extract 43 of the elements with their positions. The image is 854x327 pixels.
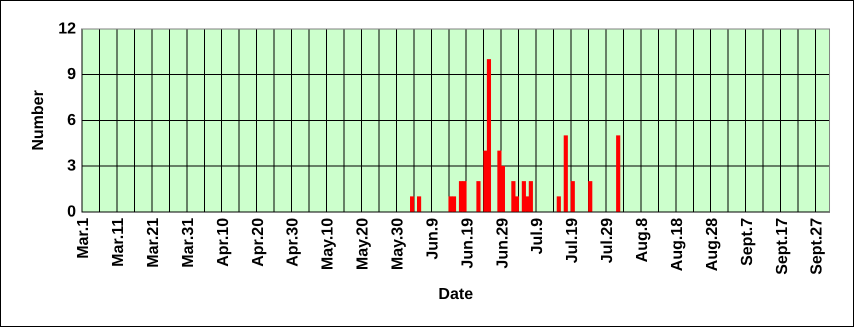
y-tick-label: 3 [67,158,76,175]
x-tick-label: Jun.9 [424,218,442,260]
x-tick-label: Apr.20 [250,218,267,267]
bar [486,59,492,212]
x-tick-label: Sept.17 [774,218,791,275]
x-tick-label: Mar.31 [180,218,197,268]
x-axis-title: Date [438,286,474,303]
bar [528,181,533,212]
y-tick-label: 0 [67,203,76,220]
bar [570,181,575,212]
x-tick-label: Mar.1 [75,218,92,259]
x-tick-label: Aug.18 [668,218,686,272]
y-tick-label: 9 [67,66,76,84]
x-tick-label: Aug.28 [704,218,721,272]
bar [511,181,516,212]
bar [616,135,620,212]
y-axis-title: Number [30,90,48,151]
x-tick-label: May.10 [320,218,337,270]
x-tick-label: Mar.21 [145,218,162,268]
x-tick-label: Jun.19 [459,218,476,269]
bar [417,196,422,212]
bar [556,196,561,212]
x-tick-label: Apr.10 [214,218,232,267]
bar [522,181,526,212]
bar [462,181,467,212]
x-tick-label: May.20 [354,218,372,270]
bar [476,181,481,212]
bar [588,181,592,212]
x-tick-label: Aug.8 [634,218,652,262]
x-tick-label: Mar.11 [110,218,128,267]
x-tick-label: Jun.29 [494,218,512,269]
x-tick-label: Jul.29 [599,218,616,264]
y-tick-label: 12 [58,20,76,38]
x-tick-label: Jul.19 [564,218,582,264]
x-tick-label: Apr.30 [284,218,302,267]
x-tick-label: Sept.27 [808,218,826,275]
x-tick-label: Sept.7 [738,218,756,266]
bar [564,135,568,212]
y-tick-label: 6 [67,112,76,129]
x-tick-label: May.30 [390,218,407,270]
x-tick-label: Jul.9 [529,218,546,254]
bar [452,196,456,212]
bar [410,196,414,212]
